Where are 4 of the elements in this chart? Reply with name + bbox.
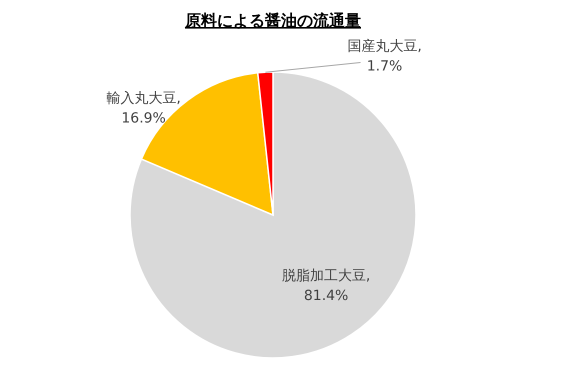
chart-title: 原料による醤油の流通量 [184,11,361,30]
slice-label: 輸入丸大豆, 16.9% [106,90,181,126]
slice-label: 脱脂加工大豆, 81.4% [282,268,370,304]
slice-label: 国産丸大豆, 1.7% [347,38,422,75]
